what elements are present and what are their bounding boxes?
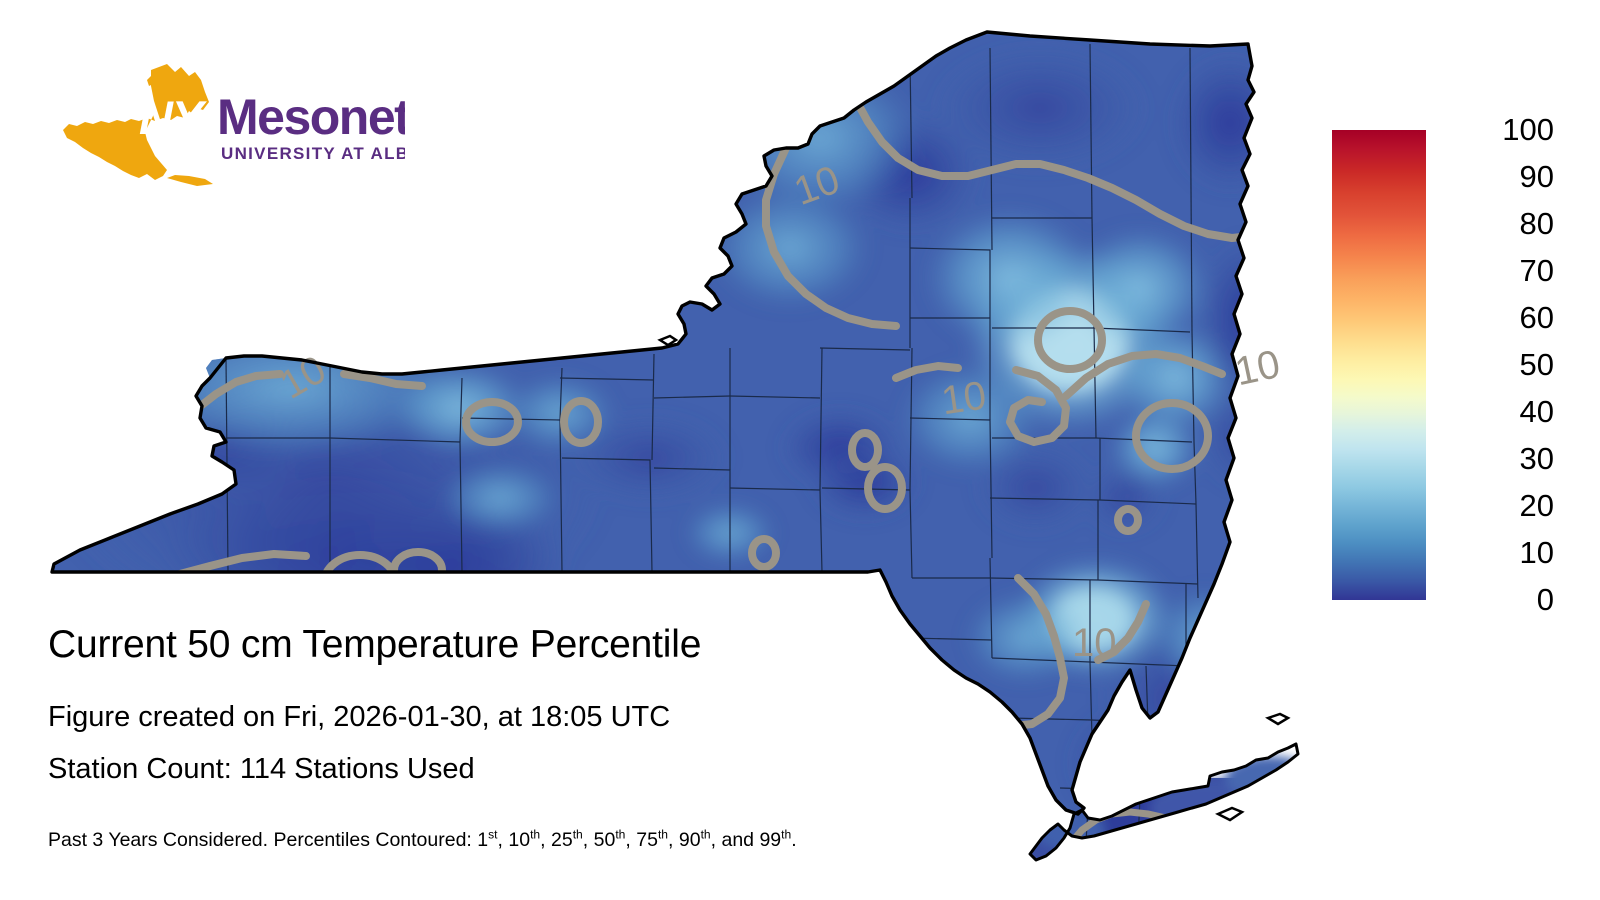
contour-label-10: 10 [939,374,989,424]
colorbar-tick-100: 100 [1502,112,1554,147]
long-island-outline [1028,742,1300,862]
ordinal-suffix: th [700,827,711,842]
colorbar-tick-80: 80 [1519,206,1554,241]
nys-mesonet-logo: NYS Mesonet UNIVERSITY AT ALBANY [55,58,405,188]
ordinal-suffix: th [572,827,583,842]
new-york-state-outline-icon [63,64,213,186]
figure-created-timestamp: Figure created on Fri, 2026-01-30, at 18… [48,701,671,733]
percentile-footnote: Past 3 Years Considered. Percentiles Con… [48,827,797,851]
colorbar-tick-0: 0 [1536,582,1554,617]
contour-label-10: 10 [1231,342,1284,394]
colorbar-gradient [1332,130,1426,600]
colorbar-tick-20: 20 [1519,488,1554,523]
figure-title: Current 50 cm Temperature Percentile [48,623,702,666]
percentile-contour-lines [176,48,1254,730]
ordinal-suffix: th [657,827,669,842]
county-borders [225,43,1199,809]
station-count-text: Station Count: 114 Stations Used [48,753,475,785]
colorbar-tick-10: 10 [1519,535,1554,570]
colorbar-tick-70: 70 [1519,253,1554,288]
ordinal-suffix: th [530,827,541,842]
ny-state-outline [50,30,1256,816]
ordinal-suffix: st [488,827,498,842]
colorbar-tick-30: 30 [1519,441,1554,476]
logo-mesonet-text: Mesonet [217,89,405,145]
colorbar-tick-40: 40 [1519,394,1554,429]
outlying-islands [657,334,1291,822]
colorbar-tick-90: 90 [1519,159,1554,194]
contour-label-10: 10 [1072,621,1117,665]
ordinal-suffix: th [781,827,792,842]
logo-tagline-text: UNIVERSITY AT ALBANY [221,144,405,163]
percentile-colorbar: 100 90 80 70 60 50 40 30 20 10 0 [1332,112,1562,617]
colorbar-tick-60: 60 [1519,300,1554,335]
logo-nys-text: NYS [139,91,233,144]
ny-state-percentile-map: 10 10 10 10 10 [30,18,1300,888]
ordinal-suffix: th [615,827,626,842]
colorbar-tick-labels: 100 90 80 70 60 50 40 30 20 10 0 [1432,108,1560,622]
colorbar-tick-50: 50 [1519,347,1554,382]
